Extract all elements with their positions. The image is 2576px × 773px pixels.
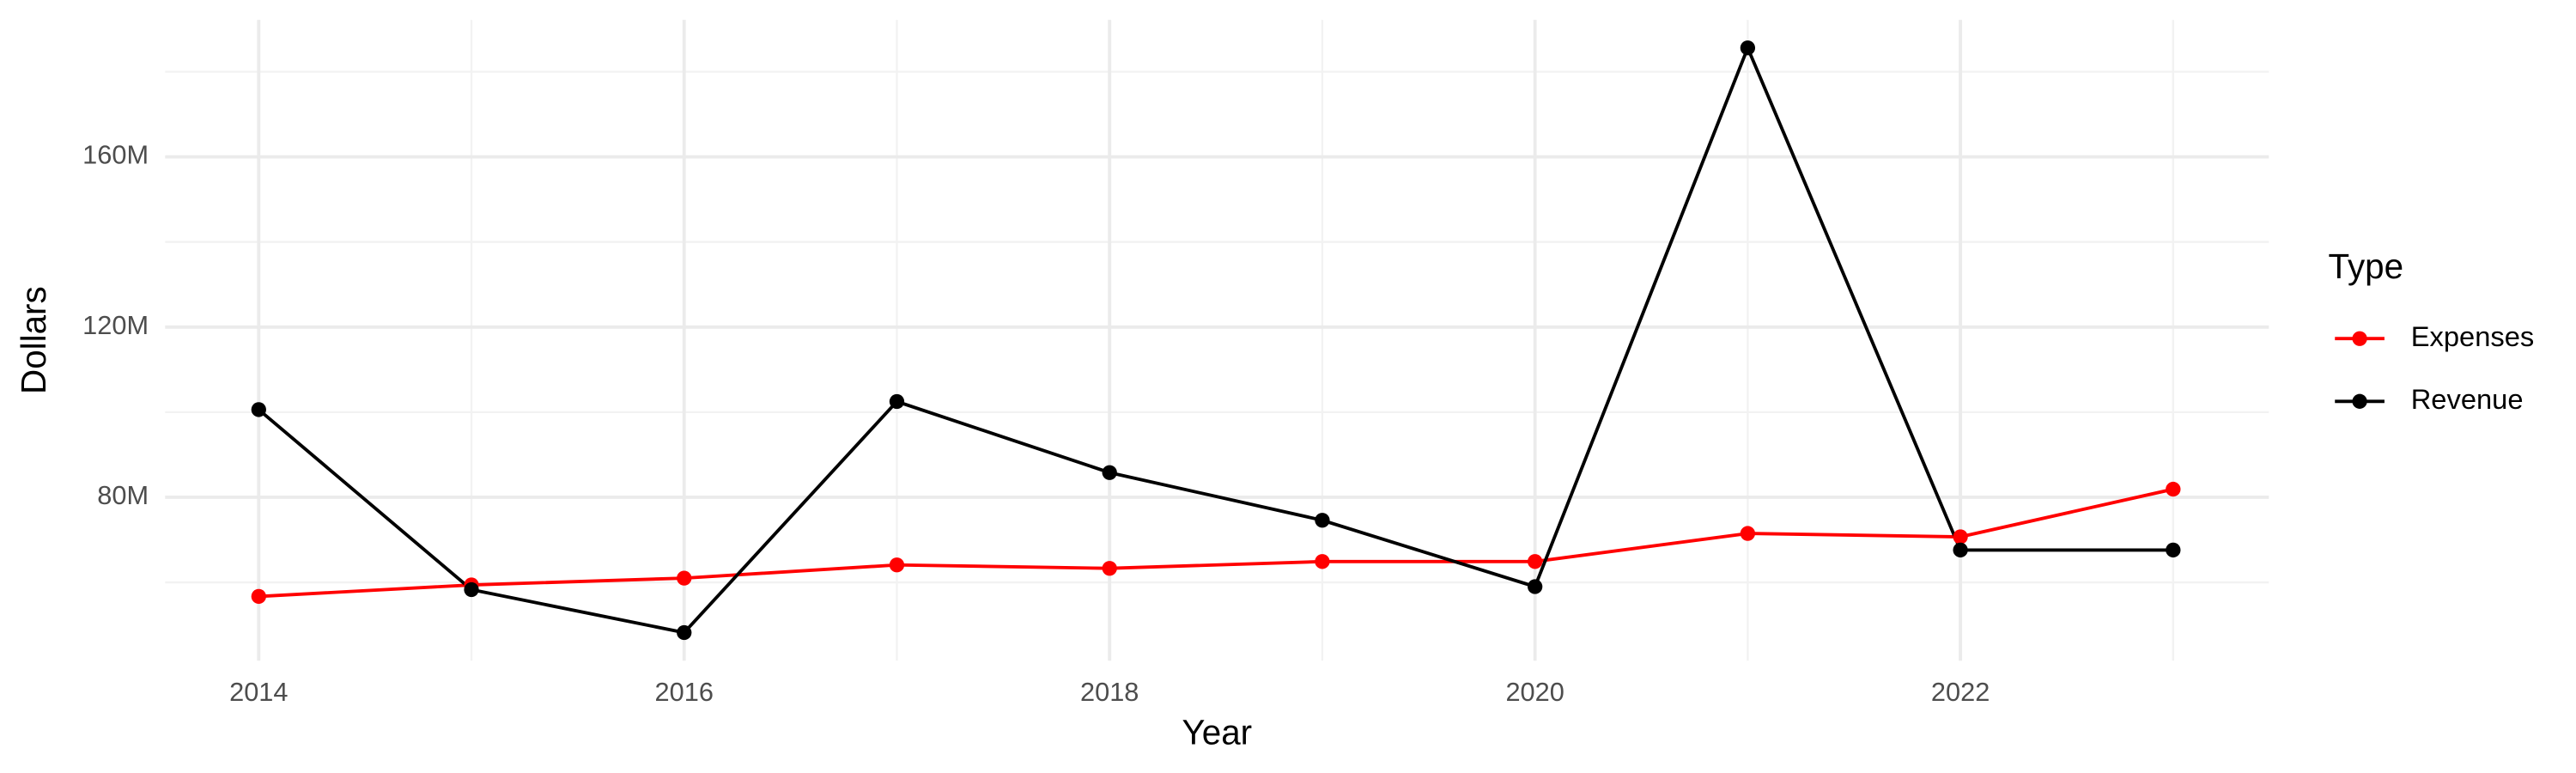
legend-swatch-point <box>2352 393 2367 409</box>
data-point <box>889 393 905 410</box>
legend-label: Expenses <box>2411 320 2535 352</box>
data-point <box>677 570 692 586</box>
x-axis-title: Year <box>1182 712 1253 752</box>
legend-title: Type <box>2329 247 2404 286</box>
data-point <box>1315 554 1330 569</box>
data-point <box>2166 481 2181 497</box>
y-tick-label: 120M <box>82 310 149 340</box>
data-point <box>1740 526 1756 541</box>
legend-label: Revenue <box>2411 383 2524 415</box>
data-point <box>1528 579 1543 594</box>
y-axis-title: Dollars <box>14 286 53 394</box>
data-point <box>1953 542 1968 558</box>
data-point <box>1528 554 1543 569</box>
series-line <box>258 43 2173 635</box>
data-point <box>1102 465 1117 480</box>
data-point <box>2166 542 2181 558</box>
x-tick-label: 2016 <box>655 677 714 707</box>
x-tick-label: 2022 <box>1931 677 1990 707</box>
x-tick-label: 2018 <box>1080 677 1139 707</box>
data-point <box>1953 529 1968 545</box>
data-point <box>1315 513 1330 528</box>
data-point <box>464 581 479 598</box>
y-tick-label: 80M <box>97 480 149 510</box>
data-point <box>1102 561 1117 576</box>
series-line <box>258 487 2174 599</box>
data-point <box>251 588 266 605</box>
data-point <box>889 557 905 573</box>
legend-swatch-point <box>2352 331 2367 346</box>
y-tick-label: 160M <box>82 140 149 170</box>
x-tick-label: 2020 <box>1505 677 1564 707</box>
data-point <box>1740 40 1756 56</box>
data-point <box>677 624 692 641</box>
data-point <box>251 402 266 417</box>
x-tick-label: 2014 <box>229 677 288 707</box>
